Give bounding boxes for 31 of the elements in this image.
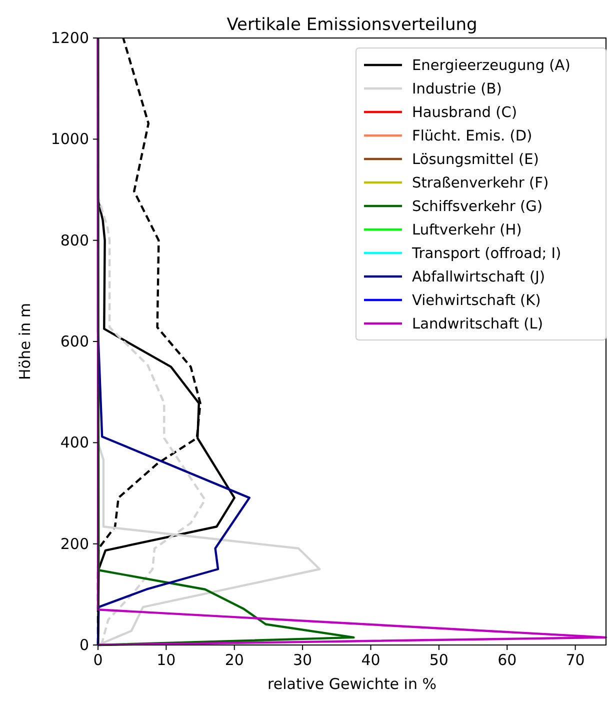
y-tick-label: 600 — [60, 332, 89, 350]
x-tick-label: 70 — [566, 651, 585, 669]
legend-label: Flücht. Emis. (D) — [412, 128, 532, 144]
legend-label: Industrie (B) — [412, 82, 502, 98]
legend-label: Energieerzeugung (A) — [412, 58, 570, 74]
y-tick-label: 1200 — [50, 29, 89, 47]
legend-label: Transport (offroad; I) — [411, 246, 562, 262]
x-axis-title: relative Gewichte in % — [268, 675, 436, 693]
x-tick-label: 50 — [429, 651, 448, 669]
y-tick-label: 800 — [60, 231, 89, 250]
line-series — [96, 36, 608, 646]
x-tick-label: 40 — [361, 651, 380, 669]
legend-label: Lösungsmittel (E) — [412, 152, 539, 168]
y-tick-label: 200 — [60, 534, 89, 553]
legend-label: Abfallwirtschaft (J) — [412, 270, 546, 286]
legend-label: Schiffsverkehr (G) — [412, 199, 543, 215]
y-tick-label: 0 — [79, 636, 89, 654]
x-tick-label: 20 — [224, 651, 244, 669]
legend-label: Luftverkehr (H) — [412, 222, 522, 238]
y-tick-label: 1000 — [50, 130, 89, 148]
y-tick-label: 400 — [60, 434, 89, 452]
x-tick-label: 60 — [498, 651, 517, 669]
legend-label: Landwritschaft (L) — [412, 316, 544, 332]
chart-title: Vertikale Emissionsverteilung — [226, 15, 478, 35]
x-tick-label: 10 — [156, 651, 176, 669]
legend-label: Straßenverkehr (F) — [412, 176, 549, 192]
x-tick-label: 30 — [293, 651, 312, 669]
y-axis-title: Höhe in m — [16, 302, 34, 380]
legend-label: Viehwirtschaft (K) — [412, 293, 541, 309]
x-tick-label: 0 — [93, 651, 103, 669]
legend-label: Hausbrand (C) — [412, 105, 518, 121]
